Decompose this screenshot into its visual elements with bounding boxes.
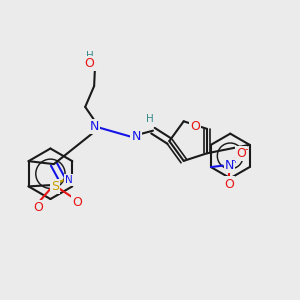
Text: N: N (225, 159, 234, 172)
Text: N: N (89, 120, 99, 133)
Text: N: N (131, 130, 141, 142)
Text: O: O (236, 147, 246, 160)
Text: H: H (146, 114, 154, 124)
Text: O: O (33, 201, 43, 214)
Text: S: S (51, 180, 59, 193)
Text: N: N (65, 175, 73, 185)
Text: -: - (245, 144, 248, 154)
Text: O: O (72, 196, 82, 209)
Text: O: O (190, 120, 200, 133)
Text: O: O (224, 178, 234, 190)
Text: +: + (231, 156, 238, 165)
Text: O: O (85, 57, 94, 70)
Text: H: H (86, 51, 94, 62)
